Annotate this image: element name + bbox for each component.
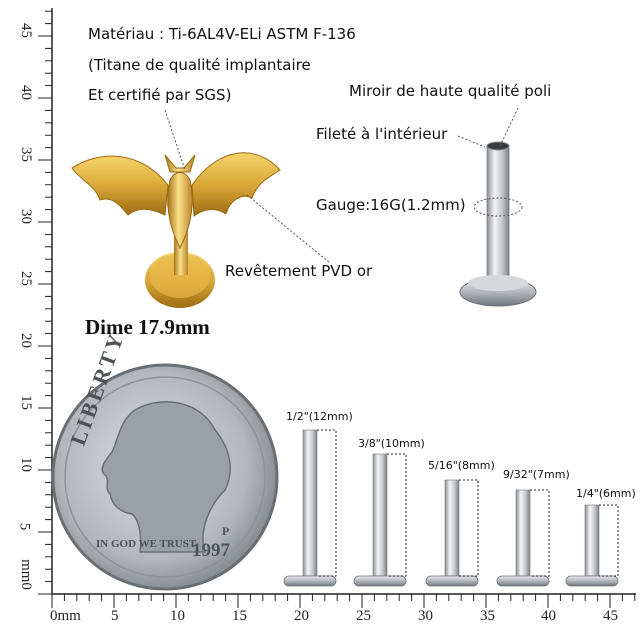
post-12mm-shaft	[302, 429, 318, 577]
size-posts	[283, 429, 619, 587]
coin-mint-mark: P	[222, 524, 230, 538]
measure-brackets	[317, 429, 619, 577]
bracket-12mm	[317, 429, 337, 577]
bottom-ruler	[51, 593, 636, 608]
dime-size-label: Dime 17.9mm	[85, 315, 210, 339]
steel-post-shaft	[486, 144, 510, 281]
bat-right-wing	[191, 152, 281, 217]
gold-bat-stud	[71, 152, 281, 308]
size-label-12mm: 1/2"(12mm)	[286, 410, 353, 423]
size-label-8mm: 5/16"(8mm)	[428, 459, 495, 472]
post-7mm	[496, 489, 550, 587]
size-label-10mm: 3/8"(10mm)	[358, 437, 425, 450]
steel-disc-top	[468, 275, 528, 291]
post-8mm-shaft	[444, 479, 460, 577]
coin-inner-ring	[64, 376, 266, 578]
post-7mm-disc	[496, 575, 550, 587]
bottom-tick-label: 5	[111, 608, 119, 624]
bottom-tick-label: 30	[418, 608, 433, 624]
coin-year: 1997	[192, 540, 230, 561]
gauge-circle	[473, 197, 523, 217]
post-6mm	[565, 504, 619, 587]
material-line1: Matériau : Ti-6AL4V-ELi ASTM F-136	[88, 25, 356, 43]
gauge-label: Gauge:16G(1.2mm)	[316, 196, 466, 214]
post-12mm-disc	[283, 575, 337, 587]
post-7mm-shaft	[515, 489, 531, 577]
bottom-tick-label: 10	[170, 608, 185, 624]
material-line3: Et certifié par SGS)	[88, 86, 232, 104]
threaded-opening	[486, 141, 510, 151]
bracket-6mm	[599, 504, 619, 577]
bottom-tick-label: 15	[232, 608, 247, 624]
bat-head	[164, 154, 196, 173]
bat-body	[167, 172, 193, 250]
bracket-10mm	[387, 453, 407, 577]
bracket-7mm	[530, 489, 550, 577]
leader-lines	[164, 107, 523, 264]
post-10mm-disc	[353, 575, 407, 587]
coin-portrait	[101, 401, 231, 553]
size-label-6mm: 1/4"(6mm)	[576, 487, 636, 500]
bottom-tick-label: 45	[603, 608, 618, 624]
bracket-8mm	[459, 479, 479, 577]
post-8mm	[425, 479, 479, 587]
bottom-tick-label: 40	[541, 608, 556, 624]
threaded-label: Fileté à l'intérieur	[316, 125, 448, 143]
material-line2: (Titane de qualité implantaire	[88, 56, 311, 74]
mirror-label: Miroir de haute qualité poli	[349, 82, 552, 100]
post-8mm-disc	[425, 575, 479, 587]
bottom-tick-label: 35	[480, 608, 495, 624]
coating-leader	[246, 194, 331, 264]
post-12mm	[283, 429, 337, 587]
post-10mm	[353, 453, 407, 587]
post-6mm-disc	[565, 575, 619, 587]
post-6mm-shaft	[584, 504, 600, 577]
threaded-leader	[457, 135, 486, 148]
material-leader	[164, 109, 186, 171]
dime-coin	[51, 363, 279, 591]
coin-legend-motto: IN GOD WE TRUST	[96, 538, 197, 550]
steel-labret-post	[459, 141, 537, 307]
gold-disc-highlight	[150, 254, 210, 298]
post-10mm-shaft	[372, 453, 388, 577]
bottom-unit-label: 0mm	[50, 608, 81, 624]
bat-left-wing	[71, 155, 169, 216]
bottom-tick-label: 20	[294, 608, 309, 624]
coating-label: Revêtement PVD or	[225, 262, 373, 280]
size-label-7mm: 9/32"(7mm)	[503, 468, 570, 481]
mirror-leader	[499, 107, 519, 147]
bottom-tick-label: 25	[356, 608, 371, 624]
left-ruler	[38, 8, 53, 595]
